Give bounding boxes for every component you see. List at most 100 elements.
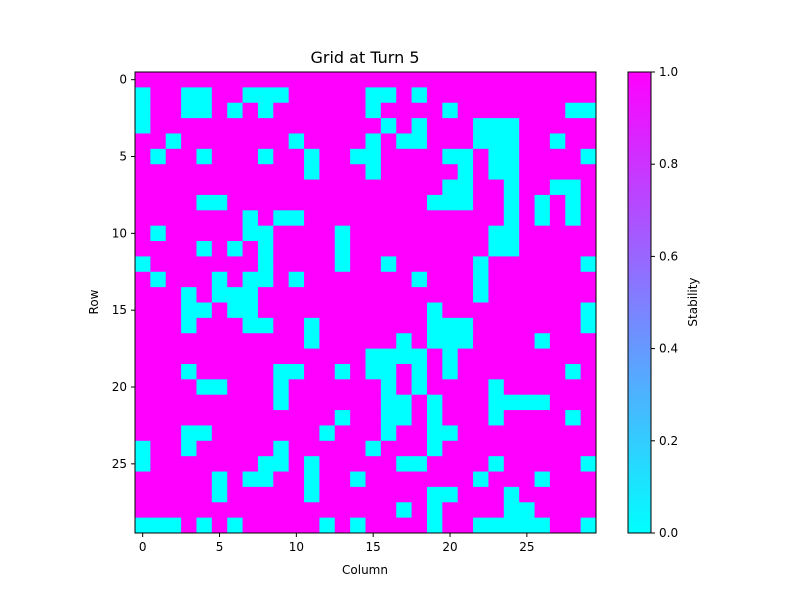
heatmap-cell (503, 133, 520, 150)
heatmap-cell (334, 517, 351, 534)
heatmap-cell (165, 210, 182, 227)
heatmap-cell (135, 133, 151, 150)
heatmap-cell (442, 164, 459, 180)
heatmap-cell (211, 456, 228, 472)
heatmap-cell (549, 72, 566, 88)
heatmap-cell (150, 302, 167, 319)
heatmap-cell (211, 87, 228, 104)
heatmap-cell (242, 333, 259, 349)
heatmap-cell (196, 271, 213, 288)
heatmap-cell (426, 118, 443, 134)
heatmap-cell (227, 271, 243, 288)
heatmap-cell (534, 194, 551, 211)
heatmap-cell (181, 456, 197, 472)
heatmap-cell (380, 179, 397, 196)
heatmap-cell (534, 164, 551, 180)
heatmap-cell (503, 241, 520, 257)
colorbar-tick-label: 1.0 (659, 65, 678, 79)
heatmap-cell (242, 394, 259, 411)
heatmap-cell (565, 210, 582, 227)
heatmap-cell (380, 379, 397, 396)
heatmap-cell (442, 225, 459, 242)
heatmap-cell (319, 471, 336, 488)
heatmap-cell (257, 440, 274, 457)
heatmap-cell (380, 471, 397, 488)
heatmap-cell (365, 502, 382, 519)
heatmap-cell (135, 394, 151, 411)
heatmap-cell (488, 317, 505, 334)
heatmap-cell (534, 287, 551, 303)
heatmap-cell (426, 256, 443, 273)
heatmap-cell (457, 333, 474, 349)
heatmap-cell (457, 179, 474, 196)
heatmap-cell (196, 486, 213, 503)
heatmap-cell (380, 148, 397, 165)
heatmap-cell (534, 72, 551, 88)
heatmap-cell (503, 517, 520, 534)
heatmap-cell (534, 363, 551, 380)
heatmap-cell (580, 210, 597, 227)
heatmap-cell (457, 210, 474, 227)
heatmap-cell (488, 118, 505, 134)
heatmap-cell (304, 456, 320, 472)
heatmap-cell (580, 164, 597, 180)
heatmap-cell (304, 148, 320, 165)
heatmap-cell (580, 348, 597, 365)
heatmap-cell (411, 379, 428, 396)
heatmap-cell (150, 394, 167, 411)
heatmap-cell (473, 348, 489, 365)
colorbar (627, 71, 652, 534)
heatmap-cell (227, 133, 243, 150)
heatmap-cell (549, 271, 566, 288)
heatmap-cell (549, 164, 566, 180)
heatmap-cell (211, 317, 228, 334)
heatmap-cell (411, 502, 428, 519)
heatmap-cell (257, 148, 274, 165)
heatmap-cell (457, 410, 474, 426)
heatmap-cell (227, 148, 243, 165)
heatmap-cell (350, 425, 366, 442)
heatmap-cell (211, 118, 228, 134)
heatmap-cell (165, 271, 182, 288)
heatmap-cell (565, 486, 582, 503)
heatmap-cell (196, 394, 213, 411)
heatmap-cell (165, 410, 182, 426)
heatmap-cell (334, 456, 351, 472)
heatmap-cell (304, 317, 320, 334)
heatmap-cell (135, 348, 151, 365)
heatmap-cell (165, 456, 182, 472)
heatmap-cell (442, 133, 459, 150)
heatmap-cell (288, 440, 305, 457)
heatmap-cell (196, 287, 213, 303)
heatmap-cell (426, 394, 443, 411)
heatmap-cell (580, 287, 597, 303)
heatmap-cell (242, 486, 259, 503)
heatmap-cell (242, 118, 259, 134)
heatmap-cell (165, 194, 182, 211)
heatmap-cell (488, 256, 505, 273)
heatmap-cell (181, 225, 197, 242)
heatmap-cell (580, 241, 597, 257)
heatmap-cell (549, 102, 566, 119)
heatmap-cell (549, 379, 566, 396)
heatmap-cell (319, 87, 336, 104)
heatmap-cell (396, 271, 412, 288)
heatmap-cell (227, 440, 243, 457)
heatmap-cell (396, 363, 412, 380)
heatmap-cell (304, 394, 320, 411)
heatmap-cell (503, 394, 520, 411)
heatmap-cell (473, 379, 489, 396)
x-tick-label: 25 (519, 540, 534, 554)
heatmap-cell (580, 379, 597, 396)
heatmap-cell (426, 317, 443, 334)
chart-title: Grid at Turn 5 (310, 48, 419, 67)
heatmap-cell (549, 256, 566, 273)
heatmap-cell (473, 486, 489, 503)
heatmap-cell (380, 194, 397, 211)
heatmap-cell (411, 517, 428, 534)
heatmap-cell (319, 348, 336, 365)
heatmap-cell (150, 179, 167, 196)
heatmap-cell (350, 410, 366, 426)
heatmap-cell (304, 256, 320, 273)
heatmap-cell (457, 133, 474, 150)
